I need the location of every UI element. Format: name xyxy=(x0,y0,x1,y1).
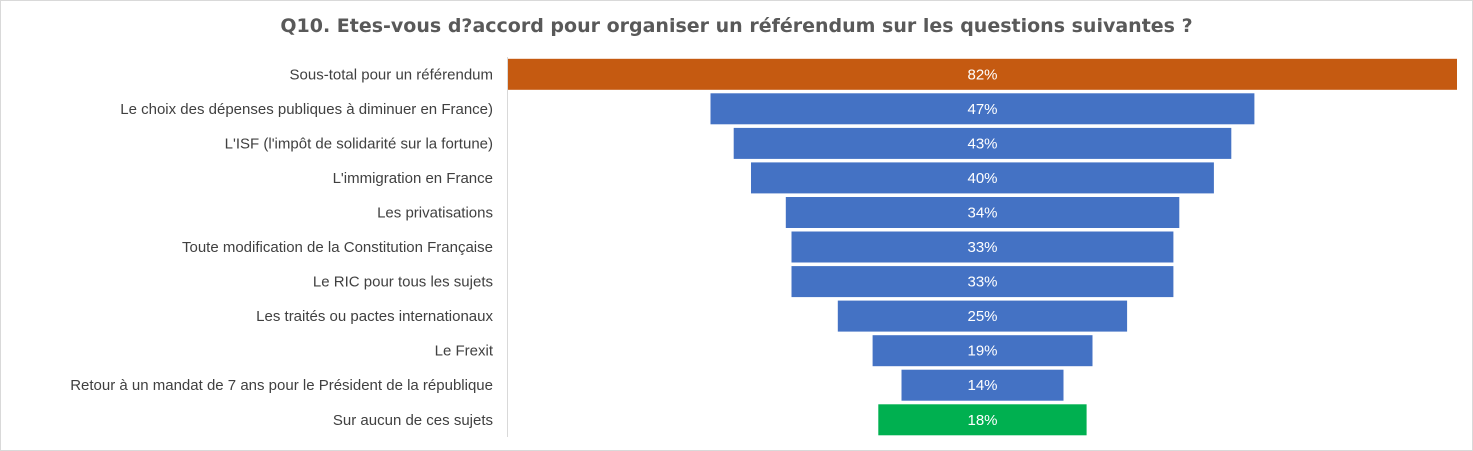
category-label-6: Toute modification de la Constitution Fr… xyxy=(182,239,493,256)
bar-8 xyxy=(837,300,1128,332)
category-label-4: L'immigration en France xyxy=(333,170,493,187)
data-label-3: 43% xyxy=(967,135,997,152)
category-label-3: L'ISF (l'impôt de solidarité sur la fort… xyxy=(225,135,493,152)
category-label-1: Sous-total pour un référendum xyxy=(290,66,493,83)
category-label-10: Retour à un mandat de 7 ans pour le Prés… xyxy=(70,377,493,394)
data-label-2: 47% xyxy=(967,101,997,118)
data-label-4: 40% xyxy=(967,170,997,187)
data-label-5: 34% xyxy=(967,205,997,222)
data-label-9: 19% xyxy=(967,343,997,360)
category-label-9: Le Frexit xyxy=(435,343,494,360)
data-label-8: 25% xyxy=(967,308,997,325)
bar-2 xyxy=(710,93,1255,125)
data-label-1: 82% xyxy=(967,66,997,83)
bar-7 xyxy=(791,266,1174,298)
data-label-10: 14% xyxy=(967,377,997,394)
bar-10 xyxy=(901,369,1064,401)
data-label-6: 33% xyxy=(967,239,997,256)
category-label-5: Les privatisations xyxy=(377,205,493,222)
category-label-7: Le RIC pour tous les sujets xyxy=(313,274,493,291)
bar-5 xyxy=(785,197,1180,228)
bar-11 xyxy=(878,404,1087,436)
bar-6 xyxy=(791,231,1174,263)
bar-1 xyxy=(508,58,1457,90)
bar-4 xyxy=(751,162,1214,194)
category-label-2: Le choix des dépenses publiques à diminu… xyxy=(120,101,493,118)
category-label-11: Sur aucun de ces sujets xyxy=(333,412,493,429)
data-label-11: 18% xyxy=(967,412,997,429)
chart-title: Q10. Etes-vous d?accord pour organiser u… xyxy=(280,15,1193,37)
bar-9 xyxy=(872,335,1093,367)
bar-3 xyxy=(733,127,1232,159)
data-label-7: 33% xyxy=(967,274,997,291)
category-label-8: Les traités ou pactes internationaux xyxy=(256,308,493,325)
